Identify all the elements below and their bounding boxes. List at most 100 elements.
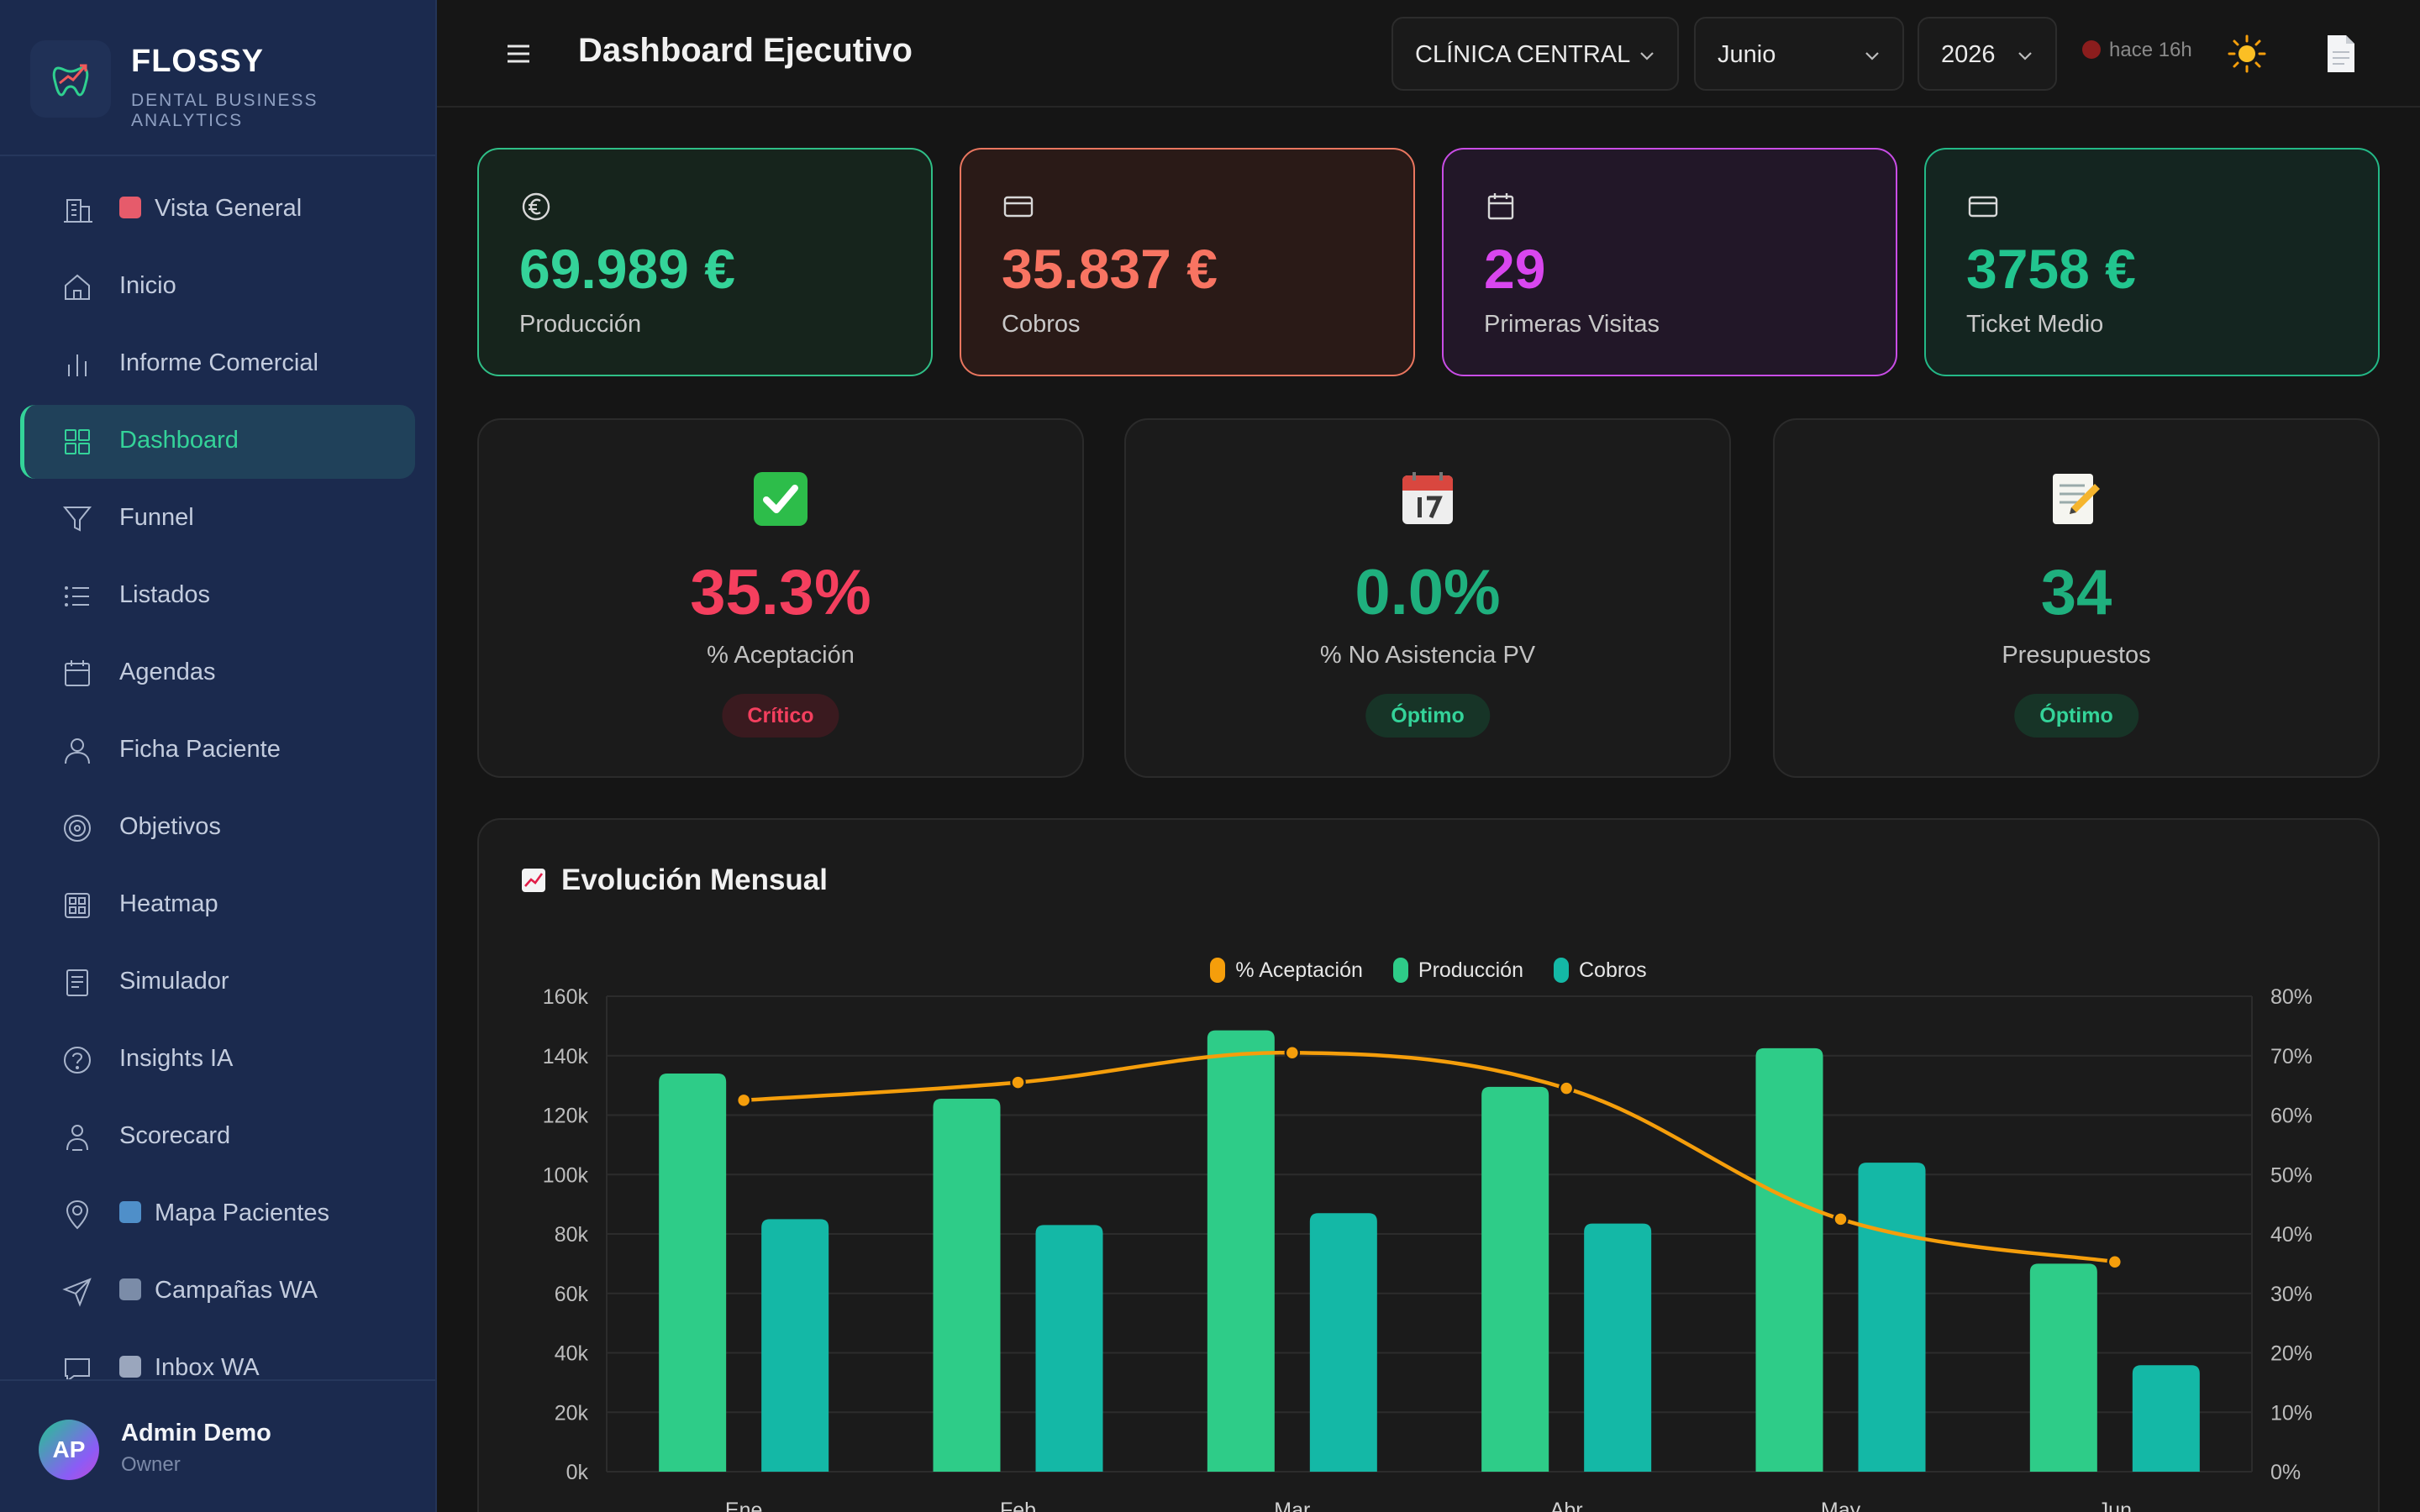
point-aceptacion (1558, 1080, 1575, 1096)
kpi-label: Ticket Medio (1966, 311, 2104, 338)
clinic-select[interactable]: CLÍNICA CENTRAL (1392, 17, 1679, 91)
y-right-tick-label: 30% (2270, 1283, 2312, 1306)
y-left-tick-label: 160k (543, 985, 589, 1009)
legend-swatch (1553, 958, 1569, 983)
sidebar: FLOSSY DENTAL BUSINESS ANALYTICS Vista G… (0, 0, 437, 1512)
sidebar-item-scorecard[interactable]: Scorecard (20, 1100, 415, 1174)
legend-item[interactable]: % Aceptación (1210, 958, 1363, 983)
metric-label: % No Asistencia PV (1319, 642, 1536, 669)
sidebar-item-label: Vista General (155, 195, 302, 222)
y-left-tick-label: 40k (555, 1342, 589, 1366)
x-tick-label: Mar (1274, 1499, 1310, 1512)
bar-produccion (1481, 1086, 1549, 1472)
user-profile[interactable]: AP Admin Demo Owner (0, 1379, 435, 1512)
x-tick-label: Jun (2098, 1499, 2132, 1512)
document-export-icon[interactable] (2321, 32, 2361, 76)
user-check-icon (59, 1119, 96, 1156)
tooth-logo-icon (30, 40, 111, 118)
hamburger-menu-icon[interactable] (501, 37, 536, 71)
kpi-value: 29 (1484, 238, 1546, 300)
y-right-tick-label: 50% (2270, 1163, 2312, 1187)
bar-produccion (1207, 1030, 1275, 1472)
chart-card: Evolución Mensual % Aceptación Producción… (477, 818, 2380, 1512)
y-left-tick-label: 20k (555, 1401, 589, 1425)
y-right-tick-label: 10% (2270, 1401, 2312, 1425)
calendar-icon (1487, 193, 1514, 220)
legend-item[interactable]: Cobros (1553, 958, 1647, 983)
credit-card-icon (1003, 196, 1034, 218)
sidebar-item-mapa-pacientes[interactable]: Mapa Pacientes (20, 1178, 415, 1252)
emoji-icon (119, 197, 141, 218)
emoji-icon (119, 1201, 141, 1223)
sidebar-item-label: Simulador (119, 968, 229, 995)
legend-item[interactable]: Producción (1392, 958, 1523, 983)
year-select[interactable]: 2026 (1918, 17, 2057, 91)
memo-icon (1775, 470, 2378, 528)
sidebar-item-campanas-wa[interactable]: Campañas WA (20, 1255, 415, 1329)
bar-cobros (1035, 1225, 1103, 1472)
sidebar-item-inicio[interactable]: Inicio (20, 250, 415, 324)
building-icon (59, 192, 96, 228)
brand: FLOSSY DENTAL BUSINESS ANALYTICS (0, 0, 435, 156)
sync-status-text: hace 16h (2109, 39, 2192, 61)
sidebar-item-funnel[interactable]: Funnel (20, 482, 415, 556)
legend-swatch (1210, 958, 1226, 983)
chevron-down-icon (1865, 52, 1879, 60)
send-icon (59, 1273, 96, 1310)
sidebar-item-heatmap[interactable]: Heatmap (20, 869, 415, 942)
y-right-tick-label: 0% (2270, 1461, 2301, 1484)
sidebar-item-label: Agendas (119, 659, 216, 685)
kpi-value: 3758 € (1966, 238, 2136, 300)
grid-icon (59, 423, 96, 460)
sidebar-item-agendas[interactable]: Agendas (20, 637, 415, 711)
sidebar-item-label: Objetivos (119, 813, 221, 840)
y-left-tick-label: 60k (555, 1283, 589, 1306)
bar-chart-icon (59, 346, 96, 383)
metric-value: 34 (2040, 557, 2112, 628)
y-right-tick-label: 80% (2270, 985, 2312, 1009)
sidebar-item-ficha-paciente[interactable]: Ficha Paciente (20, 714, 415, 788)
y-left-tick-label: 0k (566, 1461, 589, 1484)
y-right-tick-label: 70% (2270, 1045, 2312, 1068)
month-select[interactable]: Junio (1694, 17, 1904, 91)
kpi-card-primeras-visitas: 29 Primeras Visitas (1442, 148, 1897, 376)
metric-value: 0.0% (1355, 557, 1501, 628)
emoji-icon (119, 1356, 141, 1378)
metric-card-2: 34 Presupuestos Óptimo (1773, 418, 2380, 778)
sidebar-item-dashboard[interactable]: Dashboard (20, 405, 415, 479)
status-dot-icon (2082, 40, 2101, 59)
sidebar-item-listados[interactable]: Listados (20, 559, 415, 633)
sidebar-item-objetivos[interactable]: Objetivos (20, 791, 415, 865)
status-badge: Crítico (722, 694, 839, 738)
chart-title-text: Evolución Mensual (561, 864, 828, 896)
status-badge: Óptimo (1365, 694, 1490, 738)
sidebar-item-label: Informe Comercial (119, 349, 318, 376)
kpi-card-producción: 69.989 € Producción (477, 148, 933, 376)
user-name: Admin Demo (121, 1420, 271, 1446)
sidebar-item-informe-comercial[interactable]: Informe Comercial (20, 328, 415, 402)
sync-status: hace 16h (2082, 39, 2192, 62)
top-header: Dashboard Ejecutivo CLÍNICA CENTRAL Juni… (437, 0, 2420, 108)
x-tick-label: Abr (1550, 1499, 1583, 1512)
sidebar-item-label: Funnel (119, 504, 194, 531)
chart-title: Evolución Mensual (521, 864, 828, 897)
filter-icon (59, 501, 96, 538)
sun-icon[interactable] (2227, 34, 2267, 74)
y-right-tick-label: 20% (2270, 1342, 2312, 1366)
sidebar-item-insights-ia[interactable]: Insights IA (20, 1023, 415, 1097)
kpi-label: Cobros (1002, 311, 1081, 338)
metric-card-1: 0.0% % No Asistencia PV Óptimo (1124, 418, 1731, 778)
kpi-value: 35.837 € (1002, 238, 1218, 300)
y-right-tick-label: 60% (2270, 1105, 2312, 1128)
sidebar-item-inbox-wa[interactable]: Inbox WA (20, 1332, 415, 1379)
chevron-down-icon (1640, 52, 1654, 60)
kpi-label: Producción (519, 311, 642, 338)
y-left-tick-label: 80k (555, 1223, 589, 1247)
sidebar-nav: Vista General Inicio Informe Comercial Dash… (0, 173, 435, 1379)
user-icon (59, 732, 96, 769)
chart-up-icon (522, 869, 545, 892)
sidebar-item-vista-general[interactable]: Vista General (20, 173, 415, 247)
sidebar-item-label: Insights IA (119, 1045, 234, 1072)
sidebar-item-simulador[interactable]: Simulador (20, 946, 415, 1020)
euro-icon (522, 192, 550, 221)
